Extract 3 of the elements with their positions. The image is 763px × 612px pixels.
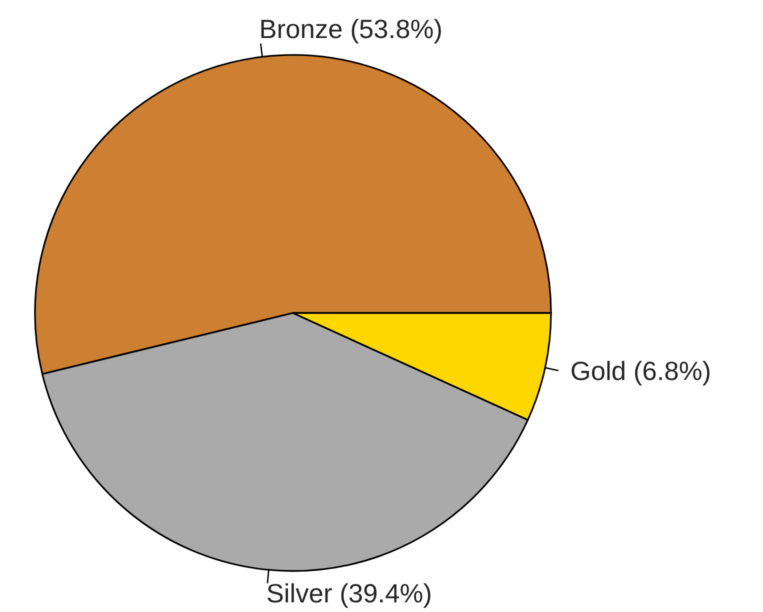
slice-label: Bronze (53.8%) <box>261 18 441 44</box>
slice-label: Gold (6.8%) <box>572 360 710 386</box>
slice-label: Silver (39.4%) <box>267 583 430 608</box>
